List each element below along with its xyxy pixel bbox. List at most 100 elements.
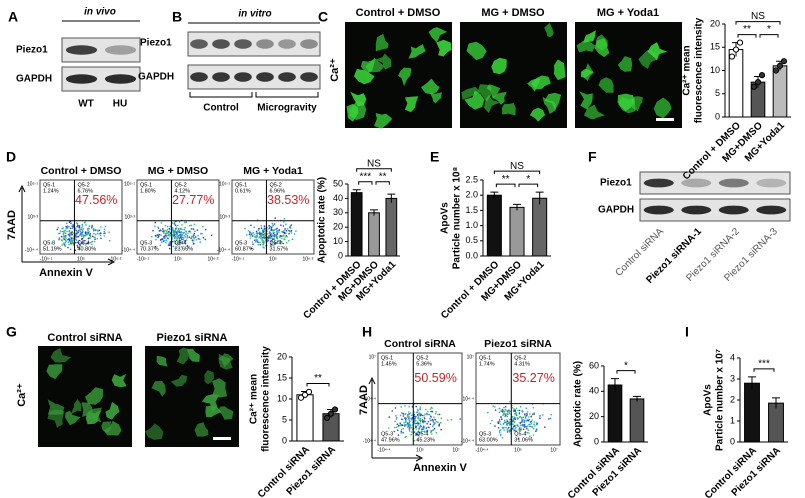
blot-band <box>718 178 749 188</box>
flow-tick-label: -10⁴·⁴ <box>217 247 230 253</box>
quadrant-pct: 4.31% <box>514 361 530 367</box>
y-tick-label: 20 <box>710 18 720 28</box>
cell <box>491 57 507 75</box>
event-dot <box>69 235 71 238</box>
event-dot <box>522 419 525 421</box>
event-dot <box>501 408 504 411</box>
event-dot <box>520 424 523 426</box>
flow-axis-label: Annexin V <box>413 462 467 474</box>
event-dot <box>96 232 99 235</box>
event-dot <box>175 228 177 230</box>
event-dot <box>416 438 419 441</box>
event-dot <box>408 428 411 431</box>
blot-band <box>190 72 208 82</box>
event-dot <box>66 225 69 227</box>
cell <box>398 67 412 87</box>
event-dot <box>197 234 199 237</box>
event-dot <box>506 429 509 431</box>
event-dot <box>395 418 398 421</box>
event-dot <box>270 240 272 242</box>
event-dot <box>519 424 522 427</box>
blot-band <box>212 39 230 49</box>
event-dot <box>174 242 177 245</box>
event-dot <box>274 242 276 245</box>
event-dot <box>440 417 443 420</box>
event-dot <box>393 430 396 433</box>
event-dot <box>521 410 524 413</box>
quadrant-pct: 31.06% <box>514 437 533 443</box>
event-dot <box>393 426 396 429</box>
event-dot <box>514 428 516 430</box>
event-dot <box>100 226 102 228</box>
event-dot <box>180 231 183 233</box>
event-dot <box>421 419 424 421</box>
event-dot <box>430 419 432 422</box>
event-dot <box>404 417 406 419</box>
event-dot <box>507 410 509 412</box>
bar <box>385 197 398 257</box>
event-dot <box>199 238 201 240</box>
event-dot <box>288 230 291 233</box>
significance-bracket <box>759 34 779 38</box>
stain-label: Ca²⁺ <box>16 383 28 407</box>
event-dot <box>57 226 60 229</box>
event-dot <box>164 232 167 235</box>
event-dot <box>180 227 182 230</box>
event-dot <box>289 226 291 228</box>
event-dot <box>420 428 423 430</box>
event-dot <box>282 230 285 232</box>
image-title: MG + Yoda1 <box>597 7 659 19</box>
event-dot <box>71 227 74 230</box>
event-dot <box>86 242 88 245</box>
quadrant-name: Q5-2 <box>269 182 281 188</box>
event-dot <box>418 419 421 421</box>
event-dot <box>524 414 526 417</box>
quadrant-name: Q5-4 <box>77 240 89 246</box>
plot-title: Control + DMSO <box>41 165 122 177</box>
event-dot <box>288 232 290 235</box>
event-dot <box>197 237 200 240</box>
flow-tick-label: -10⁵·¹ <box>232 256 245 262</box>
event-dot <box>413 413 416 416</box>
event-dot <box>273 244 275 246</box>
event-dot <box>174 247 176 250</box>
error-bar <box>633 395 641 402</box>
event-dot <box>77 235 79 238</box>
event-dot <box>521 420 523 423</box>
event-dot <box>82 230 84 233</box>
scale-bar <box>213 437 231 440</box>
cell <box>85 387 104 405</box>
flow-tick-label: 10³·³ <box>124 214 135 220</box>
event-dot <box>514 418 517 421</box>
flow-tick-label: 10⁴·⁴ <box>462 396 474 402</box>
cell <box>464 90 485 110</box>
event-dot <box>409 412 412 414</box>
event-dot <box>161 238 164 240</box>
event-dot <box>404 436 407 439</box>
event-dot <box>172 234 174 236</box>
blot-band <box>756 178 787 188</box>
event-dot <box>81 235 83 237</box>
event-dot <box>529 435 531 438</box>
event-dot <box>91 225 93 227</box>
event-dot <box>532 427 535 430</box>
event-dot <box>68 221 71 223</box>
event-dot <box>175 237 177 239</box>
event-dot <box>544 426 546 428</box>
y-axis-label: fluorescence intensity <box>694 17 705 123</box>
event-dot <box>180 246 183 248</box>
cell <box>428 27 448 43</box>
event-dot <box>276 231 279 234</box>
event-dot <box>498 407 501 410</box>
bar <box>486 194 502 257</box>
flow-tick-label: -10⁴·⁴ <box>363 438 376 444</box>
y-tick-label: 1.5 <box>465 205 478 215</box>
event-dot <box>405 413 407 415</box>
event-dot <box>400 428 403 431</box>
error-bar <box>352 189 361 196</box>
significance-label: ** <box>743 24 751 35</box>
event-dot <box>93 229 95 232</box>
event-dot <box>71 242 74 245</box>
event-dot <box>293 233 296 235</box>
event-dot <box>248 233 251 236</box>
